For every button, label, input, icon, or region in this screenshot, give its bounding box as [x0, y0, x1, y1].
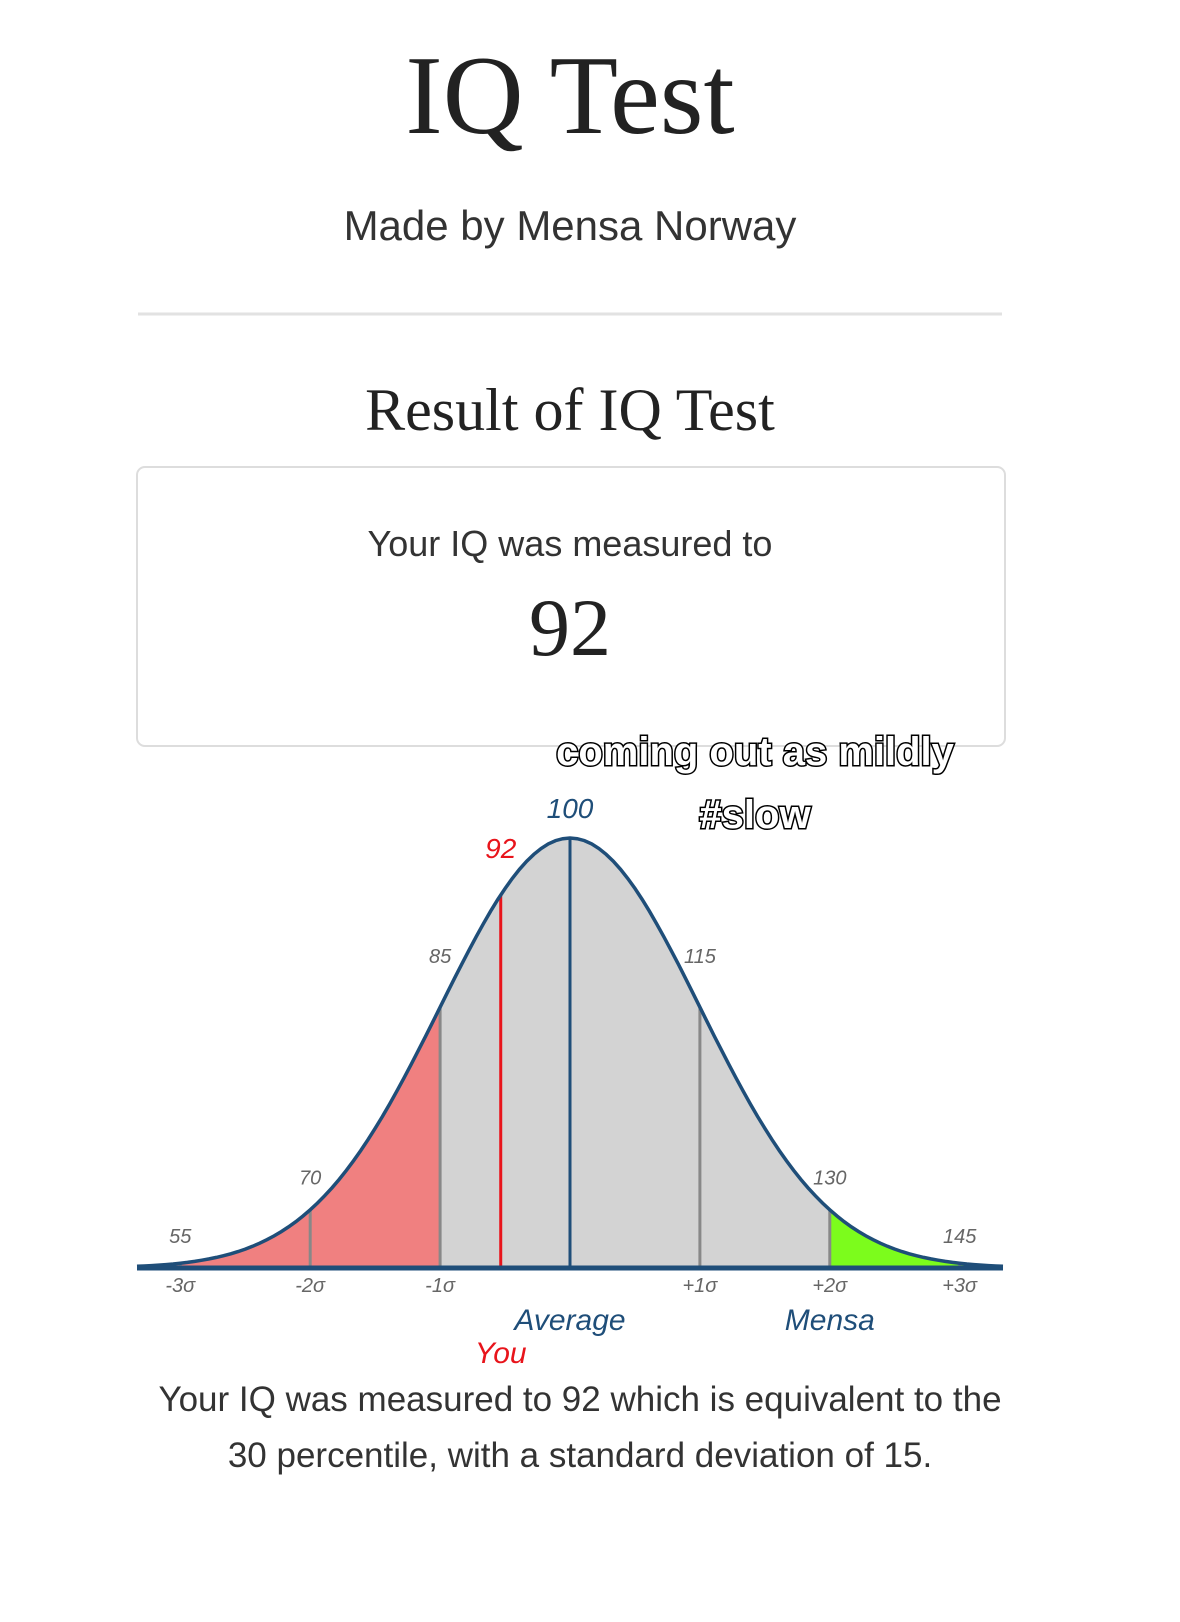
caption-line: coming out as mildly [556, 730, 955, 774]
x-tick-label: +1σ [682, 1275, 718, 1297]
curve-label: 70 [299, 1167, 321, 1189]
result-label: Your IQ was measured to [368, 523, 773, 564]
curve-label: 145 [943, 1226, 977, 1248]
bell-chart: 55 70 85 100 115 130 145 92 -3σ -2σ -1σ +1σ +2σ +3σ Av… [136, 793, 1004, 1370]
mensa-label: Mensa [785, 1304, 875, 1337]
region [440, 838, 830, 1268]
result-box [136, 466, 1006, 747]
description: Your IQ was measured to 92 which is equi… [158, 1380, 1002, 1475]
x-tick-label: -1σ [425, 1275, 456, 1297]
page-title: IQ Test [405, 34, 734, 158]
x-tick-label: -2σ [295, 1275, 326, 1297]
x-tick-label: -3σ [165, 1275, 196, 1297]
curve-label: 55 [169, 1226, 192, 1248]
you-label: You [475, 1337, 527, 1370]
result-score: 92 [529, 582, 611, 673]
region [829, 1209, 1003, 1268]
subtitle: Made by Mensa Norway [344, 202, 797, 249]
caption: coming out as mildly #slow [555, 729, 957, 839]
x-tick-label: +3σ [942, 1275, 978, 1297]
average-label: Average [512, 1304, 625, 1337]
curve-label: 115 [684, 946, 717, 968]
bell-curve [136, 836, 1004, 1269]
region [137, 1007, 441, 1268]
result-heading: Result of IQ Test [365, 377, 775, 443]
curve-label: 130 [813, 1167, 846, 1189]
caption-line: #slow [699, 793, 811, 837]
curve-label: 85 [429, 946, 452, 968]
mean-label: 100 [547, 793, 594, 824]
x-tick-label: +2σ [812, 1275, 848, 1297]
you-value: 92 [485, 833, 517, 864]
